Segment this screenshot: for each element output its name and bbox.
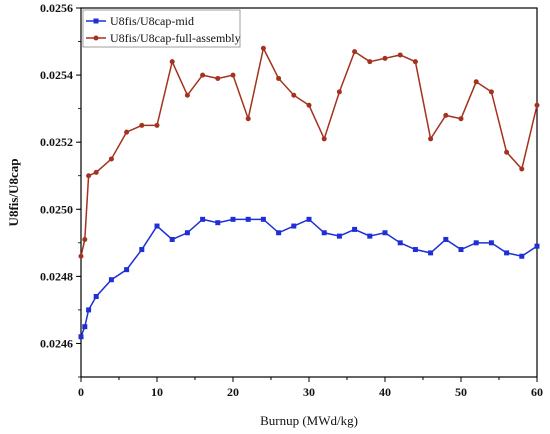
data-point [428, 136, 434, 142]
data-point [260, 45, 266, 51]
data-point [93, 169, 99, 175]
data-point [78, 253, 84, 259]
data-point [306, 102, 312, 108]
data-point [108, 277, 114, 283]
data-point [86, 307, 92, 313]
series-line [80, 46, 538, 257]
data-point [184, 92, 190, 98]
data-point [124, 267, 130, 273]
x-tick-label: 50 [455, 385, 467, 399]
data-point [382, 230, 388, 236]
x-tick-label: 60 [531, 385, 543, 399]
data-point [321, 230, 327, 236]
data-point [352, 49, 358, 55]
data-point [397, 240, 403, 246]
x-tick-label: 40 [379, 385, 391, 399]
data-point [215, 220, 221, 226]
legend-label: U8fis/U8cap-mid [110, 14, 194, 28]
legend-label: U8fis/U8cap-full-assembly [110, 31, 241, 45]
data-point [321, 136, 327, 142]
data-point [82, 324, 88, 330]
data-point [291, 92, 297, 98]
data-point [519, 166, 525, 172]
data-point [534, 243, 540, 249]
data-point [184, 230, 190, 236]
data-point [443, 236, 449, 242]
data-point [260, 216, 266, 222]
x-tick-label: 30 [303, 385, 315, 399]
data-point [86, 173, 92, 179]
x-tick-label: 10 [151, 385, 163, 399]
data-point [306, 216, 312, 222]
data-point [428, 250, 434, 256]
data-point [336, 89, 342, 95]
data-point [230, 72, 236, 78]
data-point [169, 59, 175, 65]
y-tick-label: 0.0246 [40, 336, 73, 350]
data-point [154, 223, 160, 229]
legend-marker [93, 18, 99, 24]
data-point [124, 129, 130, 135]
data-point [230, 216, 236, 222]
data-point [139, 122, 145, 128]
data-point [154, 122, 160, 128]
data-point [397, 52, 403, 58]
data-point [276, 75, 282, 81]
plot-frame [80, 7, 538, 378]
data-point [200, 72, 206, 78]
data-point [200, 216, 206, 222]
y-tick-label: 0.0252 [40, 135, 73, 149]
data-point [367, 233, 373, 239]
data-point [458, 247, 464, 253]
data-point [488, 89, 494, 95]
data-point [504, 149, 510, 155]
data-point [519, 253, 525, 259]
data-point [108, 156, 114, 162]
data-point [276, 230, 282, 236]
data-point [367, 59, 373, 65]
data-point [139, 247, 145, 253]
y-axis-title: U8fis/U8cap [6, 159, 21, 227]
plot-area-border [80, 7, 538, 378]
data-point [458, 116, 464, 122]
data-point [245, 216, 251, 222]
data-point [473, 79, 479, 85]
series-mid [78, 216, 540, 340]
x-tick-label: 0 [78, 385, 84, 399]
data-point [352, 226, 358, 232]
data-point [78, 334, 84, 340]
series-full-assembly [78, 45, 540, 259]
data-point [382, 55, 388, 61]
x-axis-title: Burnup (MWd/kg) [260, 413, 358, 428]
data-point [473, 240, 479, 246]
data-point [93, 293, 99, 299]
y-tick-label: 0.0248 [40, 269, 73, 283]
y-tick-label: 0.0256 [40, 1, 73, 15]
data-point [488, 240, 494, 246]
data-point [504, 250, 510, 256]
data-point [215, 75, 221, 81]
y-tick-label: 0.0250 [40, 202, 73, 216]
data-point [336, 233, 342, 239]
series-layer [78, 45, 540, 340]
data-point [291, 223, 297, 229]
data-point [534, 102, 540, 108]
legend-marker [93, 35, 99, 41]
data-point [245, 116, 251, 122]
data-point [412, 59, 418, 65]
y-tick-label: 0.0254 [40, 68, 73, 82]
legend: U8fis/U8cap-mid U8fis/U8cap-full-assembly [82, 9, 241, 48]
data-point [443, 112, 449, 118]
axes: 0 10 20 30 40 50 60 0.0246 0.0248 0.0250 0.0252 0.0… [40, 1, 543, 399]
x-tick-label: 20 [227, 385, 239, 399]
legend-box [82, 9, 241, 48]
data-point [82, 236, 88, 242]
data-point [169, 236, 175, 242]
series-line [80, 218, 538, 338]
data-point [412, 247, 418, 253]
